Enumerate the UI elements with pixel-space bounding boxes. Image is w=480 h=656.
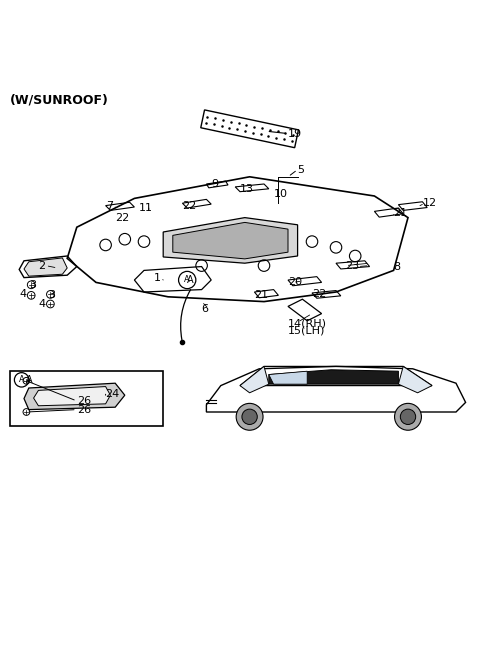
Polygon shape bbox=[24, 258, 67, 276]
Polygon shape bbox=[240, 367, 269, 393]
Text: 3: 3 bbox=[29, 280, 36, 290]
Text: 22: 22 bbox=[182, 201, 197, 211]
Polygon shape bbox=[34, 386, 110, 406]
Text: A: A bbox=[26, 375, 33, 385]
Text: 2: 2 bbox=[38, 260, 46, 270]
Text: 6: 6 bbox=[202, 304, 209, 314]
Text: 3: 3 bbox=[48, 291, 55, 300]
Text: 11: 11 bbox=[139, 203, 153, 213]
Polygon shape bbox=[173, 222, 288, 259]
Text: 9: 9 bbox=[211, 179, 218, 189]
Circle shape bbox=[236, 403, 263, 430]
Polygon shape bbox=[398, 367, 432, 393]
Circle shape bbox=[242, 409, 257, 424]
Text: A: A bbox=[184, 276, 190, 285]
Text: A: A bbox=[19, 375, 24, 384]
Polygon shape bbox=[24, 383, 125, 409]
Text: 22: 22 bbox=[312, 289, 326, 299]
Text: 4: 4 bbox=[38, 299, 46, 309]
Text: 1: 1 bbox=[154, 273, 161, 283]
Text: 26: 26 bbox=[77, 396, 91, 406]
Polygon shape bbox=[269, 370, 398, 384]
Text: 12: 12 bbox=[422, 198, 436, 208]
Text: 13: 13 bbox=[240, 184, 254, 194]
Text: 15(LH): 15(LH) bbox=[288, 325, 325, 335]
Text: 14(RH): 14(RH) bbox=[288, 318, 327, 328]
Text: 19: 19 bbox=[288, 129, 302, 138]
Text: 8: 8 bbox=[394, 262, 401, 272]
Text: A: A bbox=[187, 275, 194, 285]
Text: 20: 20 bbox=[288, 277, 302, 287]
Text: 23: 23 bbox=[346, 260, 360, 270]
Text: 21: 21 bbox=[254, 291, 268, 300]
Text: 5: 5 bbox=[298, 165, 305, 174]
Text: 21: 21 bbox=[394, 208, 408, 218]
Text: 24: 24 bbox=[106, 389, 120, 400]
Polygon shape bbox=[269, 371, 307, 384]
Circle shape bbox=[400, 409, 416, 424]
Text: 26: 26 bbox=[77, 405, 91, 415]
Polygon shape bbox=[163, 218, 298, 263]
Text: 4: 4 bbox=[19, 289, 26, 299]
Text: (W/SUNROOF): (W/SUNROOF) bbox=[10, 94, 108, 106]
Circle shape bbox=[395, 403, 421, 430]
Text: 22: 22 bbox=[115, 213, 130, 222]
Text: 10: 10 bbox=[274, 189, 288, 199]
Text: 7: 7 bbox=[106, 201, 113, 211]
